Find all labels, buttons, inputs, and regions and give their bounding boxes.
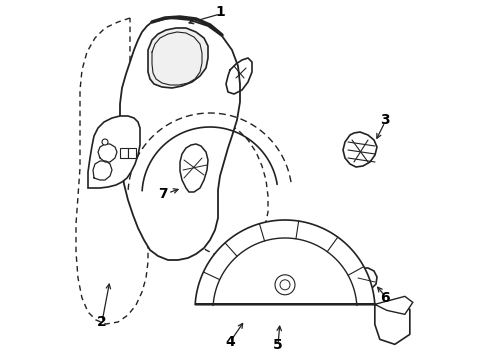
Text: 7: 7 [158,187,168,201]
Text: 6: 6 [380,291,390,305]
Text: 3: 3 [380,113,390,127]
Polygon shape [180,144,208,192]
Text: 1: 1 [215,5,225,19]
Text: 4: 4 [225,335,235,349]
Polygon shape [148,28,208,88]
Circle shape [275,275,295,295]
Polygon shape [88,116,140,188]
Text: 2: 2 [97,315,107,329]
Polygon shape [355,268,377,290]
Polygon shape [375,296,413,314]
Bar [128,148,136,158]
Text: 5: 5 [273,338,283,352]
Polygon shape [120,18,240,260]
Circle shape [102,139,108,145]
Polygon shape [195,220,375,304]
Circle shape [280,280,290,290]
Bar [120,148,128,158]
Polygon shape [343,132,377,167]
